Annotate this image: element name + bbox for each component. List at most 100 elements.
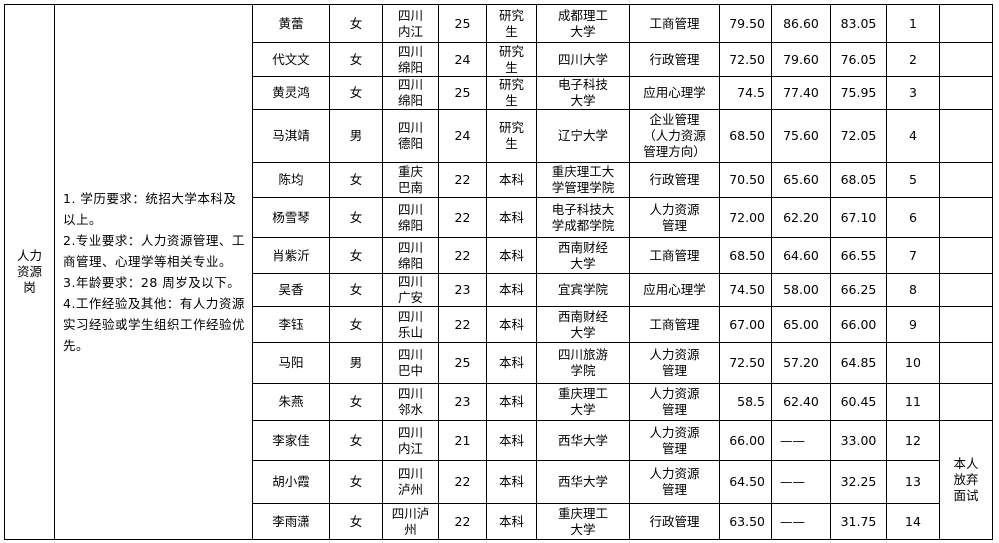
name-cell: 马淇靖: [252, 109, 330, 163]
name-cell: 马阳: [252, 342, 330, 384]
origin-cell: 四川 绵阳: [382, 237, 439, 274]
gender-cell: 女: [329, 273, 383, 307]
origin-cell: 四川 广安: [382, 273, 439, 307]
score1-cell: 72.50: [719, 42, 772, 77]
total-cell: 31.75: [830, 503, 887, 540]
score1-cell: 74.50: [719, 273, 772, 307]
score1-cell: 63.50: [719, 503, 772, 540]
rank-cell: 4: [886, 109, 940, 163]
rank-cell: 9: [886, 306, 940, 343]
major-cell: 人力资源 管理: [629, 420, 720, 461]
school-cell: 电子科技 大学: [536, 76, 630, 110]
gender-cell: 女: [329, 76, 383, 110]
note-cell: 本人 放弃 面试: [939, 420, 993, 540]
total-cell: 60.45: [830, 383, 887, 421]
score2-cell: ——: [771, 460, 831, 504]
name-cell: 胡小霞: [252, 460, 330, 504]
rank-cell: 7: [886, 237, 940, 274]
rank-cell: 5: [886, 162, 940, 198]
edu-cell: 研究 生: [486, 4, 537, 43]
score1-cell: 66.00: [719, 420, 772, 461]
gender-cell: 女: [329, 460, 383, 504]
rank-cell: 3: [886, 76, 940, 110]
name-cell: 李家佳: [252, 420, 330, 461]
total-cell: 66.00: [830, 306, 887, 343]
school-cell: 重庆理工大 学管理学院: [536, 162, 630, 198]
origin-cell: 四川 内江: [382, 420, 439, 461]
total-cell: 68.05: [830, 162, 887, 198]
age-cell: 22: [438, 460, 487, 504]
note-cell: [939, 42, 993, 77]
total-cell: 66.55: [830, 237, 887, 274]
gender-cell: 女: [329, 197, 383, 238]
name-cell: 吴香: [252, 273, 330, 307]
note-cell: [939, 162, 993, 198]
score2-cell: 77.40: [771, 76, 831, 110]
school-cell: 西南财经 大学: [536, 237, 630, 274]
origin-cell: 四川 巴中: [382, 342, 439, 384]
school-cell: 西华大学: [536, 460, 630, 504]
origin-cell: 四川 德阳: [382, 109, 439, 163]
name-cell: 李钰: [252, 306, 330, 343]
edu-cell: 本科: [486, 237, 537, 274]
table-row: 马淇靖男四川 德阳 24 研究 生辽宁大学 企业管理 （人力资源 管理方向） 68.50…: [5, 109, 993, 163]
note-cell: [939, 109, 993, 163]
score2-cell: ——: [771, 420, 831, 461]
rank-cell: 11: [886, 383, 940, 421]
major-cell: 应用心理学: [629, 76, 720, 110]
rank-cell: 13: [886, 460, 940, 504]
school-cell: 四川大学: [536, 42, 630, 77]
score1-cell: 74.5: [719, 76, 772, 110]
score2-cell: ——: [771, 503, 831, 540]
table-row: 李家佳女四川 内江 21 本科 西华大学 人力资源 管理 66.00 —— 33.00 12 本人…: [5, 420, 993, 540]
score2-cell: 57.20: [771, 342, 831, 384]
origin-cell: 四川 绵阳: [382, 42, 439, 77]
note-cell: [939, 342, 993, 384]
origin-cell: 四川 绵阳: [382, 197, 439, 238]
edu-cell: 本科: [486, 162, 537, 198]
score1-cell: 64.50: [719, 460, 772, 504]
note-cell: [939, 383, 993, 421]
score1-cell: 72.00: [719, 197, 772, 238]
origin-cell: 四川 泸州: [382, 460, 439, 504]
school-cell: 四川旅游 学院: [536, 342, 630, 384]
age-cell: 22: [438, 306, 487, 343]
table-row: 人力 资源 岗 1. 学历要求：统招大学本科及以上。 2.专业要求：人力资源管理、工…: [4, 4, 993, 540]
origin-cell: 四川 乐山: [382, 306, 439, 343]
age-cell: 24: [438, 109, 487, 163]
gender-cell: 女: [329, 383, 383, 421]
table-row: 杨雪琴女四川 绵阳 22 本科 电子科技大 学成都学院 人力资源 管理 72.00 62.2…: [5, 197, 993, 238]
name-cell: 陈均: [252, 162, 330, 198]
age-cell: 25: [438, 76, 487, 110]
candidate-results-table: 人力 资源 岗 1. 学历要求：统招大学本科及以上。 2.专业要求：人力资源管理、工…: [4, 4, 993, 540]
name-cell: 黄灵鸿: [252, 76, 330, 110]
age-cell: 22: [438, 503, 487, 540]
note-cell: [939, 76, 993, 110]
table-row: 朱燕女四川 邻水 23 本科 重庆理工 大学 人力资源 管理 58.5 62.40 60.45…: [5, 383, 993, 421]
requirements-cell: 1. 学历要求：统招大学本科及以上。 2.专业要求：人力资源管理、工商管理、心理学…: [54, 4, 253, 540]
rank-cell: 2: [886, 42, 940, 77]
name-cell: 代文文: [252, 42, 330, 77]
score2-cell: 65.60: [771, 162, 831, 198]
table-row: 陈均女重庆 巴南 22 本科 重庆理工大 学管理学院 行政管理 70.50 65.60 68.…: [5, 162, 993, 198]
score1-cell: 68.50: [719, 109, 772, 163]
edu-cell: 研究 生: [486, 109, 537, 163]
school-cell: 电子科技大 学成都学院: [536, 197, 630, 238]
total-cell: 64.85: [830, 342, 887, 384]
major-cell: 人力资源 管理: [629, 342, 720, 384]
edu-cell: 本科: [486, 342, 537, 384]
gender-cell: 女: [329, 162, 383, 198]
edu-cell: 本科: [486, 197, 537, 238]
school-cell: 宜宾学院: [536, 273, 630, 307]
name-cell: 肖紫沂: [252, 237, 330, 274]
age-cell: 21: [438, 420, 487, 461]
total-cell: 66.25: [830, 273, 887, 307]
age-cell: 25: [438, 342, 487, 384]
total-cell: 83.05: [830, 4, 887, 43]
note-cell: [939, 4, 993, 43]
score2-cell: 75.60: [771, 109, 831, 163]
origin-cell: 重庆 巴南: [382, 162, 439, 198]
note-cell: [939, 273, 993, 307]
rank-cell: 12: [886, 420, 940, 461]
major-cell: 行政管理: [629, 42, 720, 77]
